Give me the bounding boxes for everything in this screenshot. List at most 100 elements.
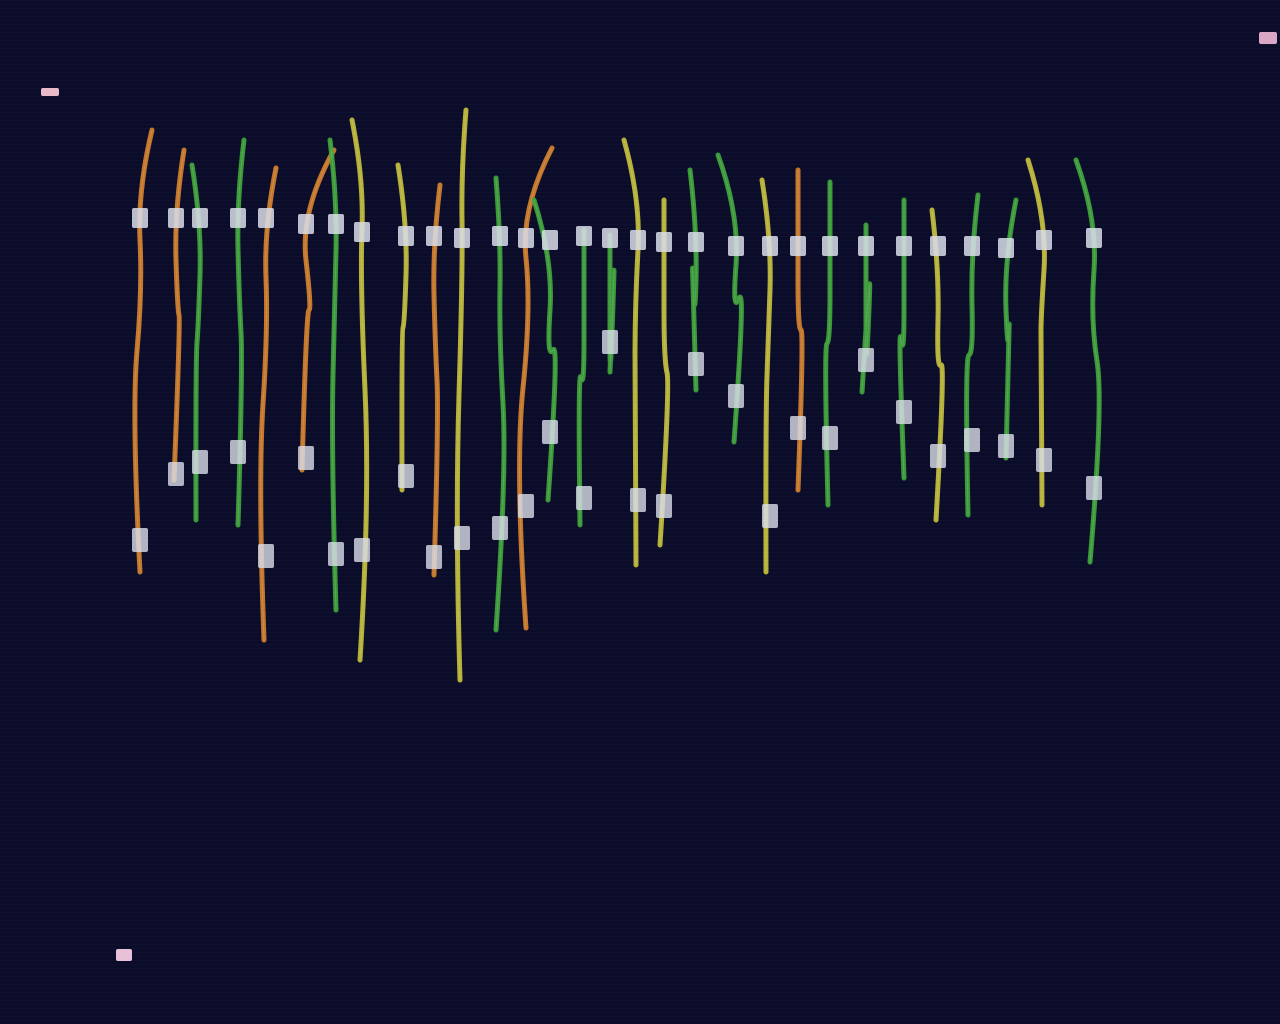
top-clip	[398, 226, 414, 246]
bottom-clip	[298, 446, 314, 470]
leaf-highlight	[931, 209, 943, 521]
leaf-sample	[929, 207, 946, 523]
corner-markers	[41, 32, 1277, 961]
bottom-clip	[576, 486, 592, 510]
leaf-sample	[576, 226, 592, 528]
leaf-highlight	[1027, 159, 1045, 506]
bottom-clip	[1086, 476, 1102, 500]
bottom-clip	[896, 400, 912, 424]
bottom-clip	[1036, 448, 1052, 472]
corner-marker	[1259, 32, 1277, 44]
bottom-clip	[230, 440, 246, 464]
top-clip	[492, 226, 508, 246]
bottom-clip	[328, 542, 344, 566]
top-clip	[426, 226, 442, 246]
top-clip	[858, 236, 874, 256]
top-clip	[518, 228, 534, 248]
leaf-sample	[759, 177, 778, 575]
bottom-clip	[728, 384, 744, 408]
leaf-blade	[327, 137, 339, 613]
leaf-blade	[657, 197, 671, 548]
bottom-clip	[518, 494, 534, 518]
bottom-clip	[998, 434, 1014, 458]
bottom-clip	[762, 504, 778, 528]
top-clip	[688, 232, 704, 252]
top-clip	[822, 236, 838, 256]
leaf-sample	[621, 137, 646, 568]
leaf-sample	[168, 147, 187, 486]
leaf-blade	[715, 152, 744, 445]
top-clip	[542, 230, 558, 250]
leaf-highlight	[456, 109, 467, 681]
leaf-highlight	[717, 154, 742, 443]
top-clip	[630, 230, 646, 250]
top-clip	[964, 236, 980, 256]
leaf-sample	[517, 145, 555, 631]
bottom-clip	[964, 428, 980, 452]
leaf-sample	[426, 182, 443, 578]
top-clip	[602, 228, 618, 248]
leaf-highlight	[134, 129, 153, 573]
top-clip	[192, 208, 208, 228]
top-clip	[1036, 230, 1052, 250]
leaf-sample	[349, 117, 370, 663]
bottom-clip	[822, 426, 838, 450]
leaf-highlight	[797, 169, 803, 491]
leaf-highlight	[173, 149, 185, 481]
leaf-highlight	[623, 139, 639, 566]
leaf-blade	[531, 197, 558, 503]
leaf-sample	[1073, 157, 1102, 565]
top-clip	[998, 238, 1014, 258]
bottom-clip	[426, 545, 442, 569]
leaf-sample	[790, 167, 806, 493]
bottom-clip	[192, 450, 208, 474]
leaf-blade	[132, 127, 155, 575]
leaf-blade	[687, 167, 699, 393]
leaf-sample	[395, 162, 414, 493]
leaf-blade	[395, 162, 409, 493]
leaf-sample	[687, 167, 704, 393]
leaf-sample	[492, 175, 508, 633]
leaf-sample	[858, 222, 874, 395]
top-clip	[298, 214, 314, 234]
bottom-clip	[656, 494, 672, 518]
leaf-row	[132, 107, 1102, 683]
leaf-blade	[859, 222, 873, 395]
leaf-highlight	[301, 149, 335, 471]
top-clip	[168, 208, 184, 228]
top-clip	[354, 222, 370, 242]
leaf-sample	[132, 127, 155, 575]
top-clip	[790, 236, 806, 256]
leaf-blade	[1025, 157, 1047, 508]
leaf-highlight	[689, 169, 697, 391]
bottom-clip	[168, 462, 184, 486]
leaf-highlight	[533, 199, 556, 501]
bottom-clip	[258, 544, 274, 568]
leaf-sample	[258, 165, 279, 643]
leaf-sample	[998, 197, 1019, 461]
leaf-highlight	[659, 200, 669, 546]
top-clip	[728, 236, 744, 256]
leaf-sample	[602, 228, 618, 375]
bottom-clip	[398, 464, 414, 488]
leaf-sample	[298, 147, 337, 473]
leaf-blade	[576, 227, 587, 528]
leaf-sample	[1025, 157, 1052, 508]
leaf-sample	[230, 137, 247, 528]
top-clip	[454, 228, 470, 248]
corner-marker	[41, 88, 59, 96]
bottom-clip	[602, 330, 618, 354]
leaf-sample	[531, 197, 558, 503]
top-clip	[258, 208, 274, 228]
leaf-highlight	[578, 230, 585, 526]
leaf-blade	[235, 137, 247, 528]
top-clip	[132, 208, 148, 228]
leaf-sample	[327, 137, 344, 613]
top-clip	[896, 236, 912, 256]
top-clip	[230, 208, 246, 228]
bottom-clip	[492, 516, 508, 540]
leaf-blade	[171, 147, 187, 483]
leaf-blade	[795, 167, 805, 493]
leaf-highlight	[237, 139, 245, 526]
top-clip	[656, 232, 672, 252]
